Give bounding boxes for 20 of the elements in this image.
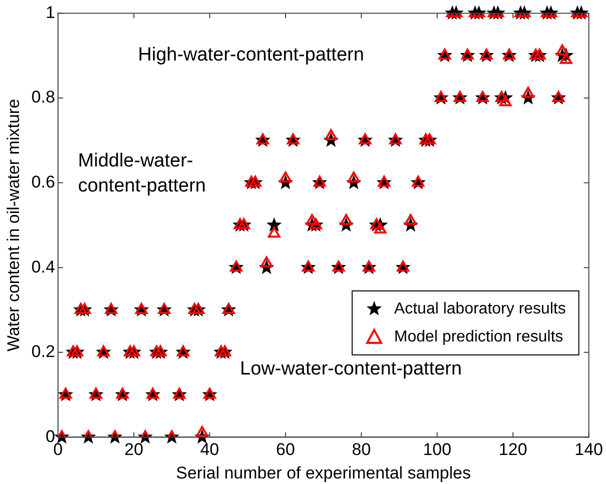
y-tick-label: 0: [46, 426, 56, 446]
legend-label: Actual laboratory results: [394, 300, 566, 318]
y-tick-label: 0.6: [31, 172, 56, 192]
legend-label: Model prediction results: [394, 328, 564, 346]
x-axis-title: Serial number of experimental samples: [176, 463, 471, 482]
annotation: Middle-water-content-pattern: [78, 150, 206, 196]
x-tick-label: 120: [498, 440, 528, 460]
x-tick-label: 140: [574, 440, 604, 460]
y-tick-label: 0.2: [31, 342, 56, 362]
annotation: High-water-content-pattern: [138, 44, 364, 66]
x-tick-label: 20: [124, 440, 144, 460]
x-tick-label: 80: [352, 440, 371, 460]
y-tick-label: 0.8: [31, 88, 56, 107]
y-tick-label: 0.4: [31, 257, 56, 276]
y-tick-label: 1: [46, 2, 56, 22]
annotation: Low-water-content-pattern: [240, 358, 462, 380]
x-tick-label: 60: [276, 440, 295, 460]
x-tick-label: 40: [200, 440, 220, 460]
x-tick-label: 100: [422, 440, 452, 460]
y-axis-title: Water content in oil-water mixture: [4, 98, 23, 352]
